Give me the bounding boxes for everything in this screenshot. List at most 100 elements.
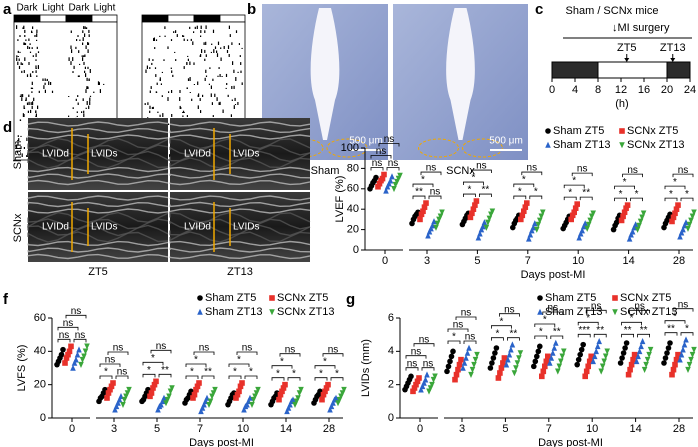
data-point	[126, 386, 132, 393]
activity-bar	[208, 83, 210, 85]
data-point	[624, 202, 631, 208]
data-point	[540, 209, 546, 216]
legend-label: SCNx ZT13	[620, 306, 677, 318]
data-point	[583, 368, 590, 375]
echo-trace	[27, 137, 169, 150]
activity-bar	[35, 115, 37, 117]
light-dark-bar	[65, 14, 93, 23]
activity-bar	[204, 77, 206, 81]
data-point	[662, 355, 669, 361]
activity-bar	[88, 79, 90, 81]
data-point	[620, 350, 627, 356]
group-label: SCNx	[446, 165, 475, 177]
activity-bar	[239, 55, 241, 57]
data-point	[473, 198, 480, 204]
activity-bar	[32, 26, 34, 29]
data-point	[414, 378, 421, 385]
sig-label: *	[237, 355, 241, 366]
x-tick-label: 5	[154, 423, 160, 435]
activity-bar	[212, 78, 214, 81]
activity-bar	[171, 70, 173, 73]
dark-period	[666, 61, 691, 79]
activity-bar	[152, 59, 154, 61]
x-tick-label: 4	[572, 84, 578, 96]
data-point	[328, 403, 335, 410]
activity-bar	[35, 53, 37, 57]
sig-label: *	[467, 185, 471, 196]
activity-bar	[233, 69, 235, 73]
data-point	[633, 358, 640, 365]
data-point	[631, 224, 637, 231]
activity-bar	[234, 97, 236, 101]
activity-bar	[175, 59, 177, 61]
sig-bracket	[593, 333, 607, 338]
activity-bar	[27, 45, 29, 49]
activity-bar	[83, 26, 85, 29]
activity-bar	[18, 138, 20, 141]
activity-bar	[202, 94, 204, 97]
data-point	[604, 348, 610, 355]
data-point	[236, 388, 242, 395]
data-point	[194, 383, 201, 390]
sig-label: ns	[156, 341, 167, 352]
activity-bar	[233, 105, 235, 109]
sig-label: *	[319, 368, 323, 379]
activity-bar	[237, 71, 239, 73]
activity-bar	[204, 30, 206, 33]
activity-bar	[21, 70, 23, 73]
sig-bracket	[287, 377, 301, 381]
sig-label: ns	[285, 344, 296, 355]
x-tick-label: 7	[546, 423, 552, 435]
data-point	[576, 234, 582, 241]
sig-bracket	[629, 309, 650, 314]
data-point	[599, 363, 606, 370]
activity-bar	[167, 46, 169, 49]
column-label: ZT13	[227, 266, 253, 278]
data-point	[456, 361, 463, 368]
data-point	[508, 346, 514, 353]
data-point	[475, 234, 482, 241]
activity-bar	[38, 90, 40, 93]
x-tick-label: 24	[684, 84, 696, 96]
data-point	[155, 406, 161, 413]
data-point	[287, 401, 293, 408]
activity-bar	[204, 49, 206, 53]
sig-bracket	[614, 185, 635, 190]
activity-bar	[212, 115, 214, 117]
data-point	[411, 385, 418, 391]
activity-bar	[30, 87, 32, 89]
y-tick-label: 20	[347, 224, 359, 236]
activity-bar	[17, 39, 19, 41]
data-point	[386, 180, 392, 187]
sig-label: ns	[591, 301, 602, 312]
y-tick-label: 20	[34, 379, 46, 391]
sig-bracket	[614, 197, 627, 202]
light-dark-bar	[219, 14, 246, 23]
activity-bar	[70, 61, 72, 65]
activity-bar	[78, 50, 80, 53]
activity-bar	[155, 91, 157, 93]
activity-bar	[17, 50, 19, 53]
activity-bar	[179, 90, 181, 93]
sig-label: ns	[63, 318, 74, 329]
activity-bar	[16, 55, 18, 57]
sig-label: *	[194, 355, 198, 366]
data-point	[196, 380, 202, 386]
sig-label: *	[543, 315, 547, 326]
activity-bar	[205, 41, 207, 45]
activity-bar	[164, 26, 166, 29]
sig-bracket	[463, 181, 484, 186]
data-point	[233, 395, 239, 401]
data-point	[276, 396, 282, 403]
data-point	[590, 210, 596, 217]
x-tick-label: 12	[615, 84, 627, 96]
activity-bar	[23, 42, 25, 45]
data-point	[418, 211, 425, 218]
data-point	[201, 401, 207, 408]
activity-bar	[205, 75, 208, 77]
echo-trace	[27, 157, 169, 169]
data-point	[84, 343, 90, 350]
x-tick-label: 7	[525, 255, 531, 267]
data-point	[153, 378, 159, 385]
activity-bar	[34, 35, 36, 37]
